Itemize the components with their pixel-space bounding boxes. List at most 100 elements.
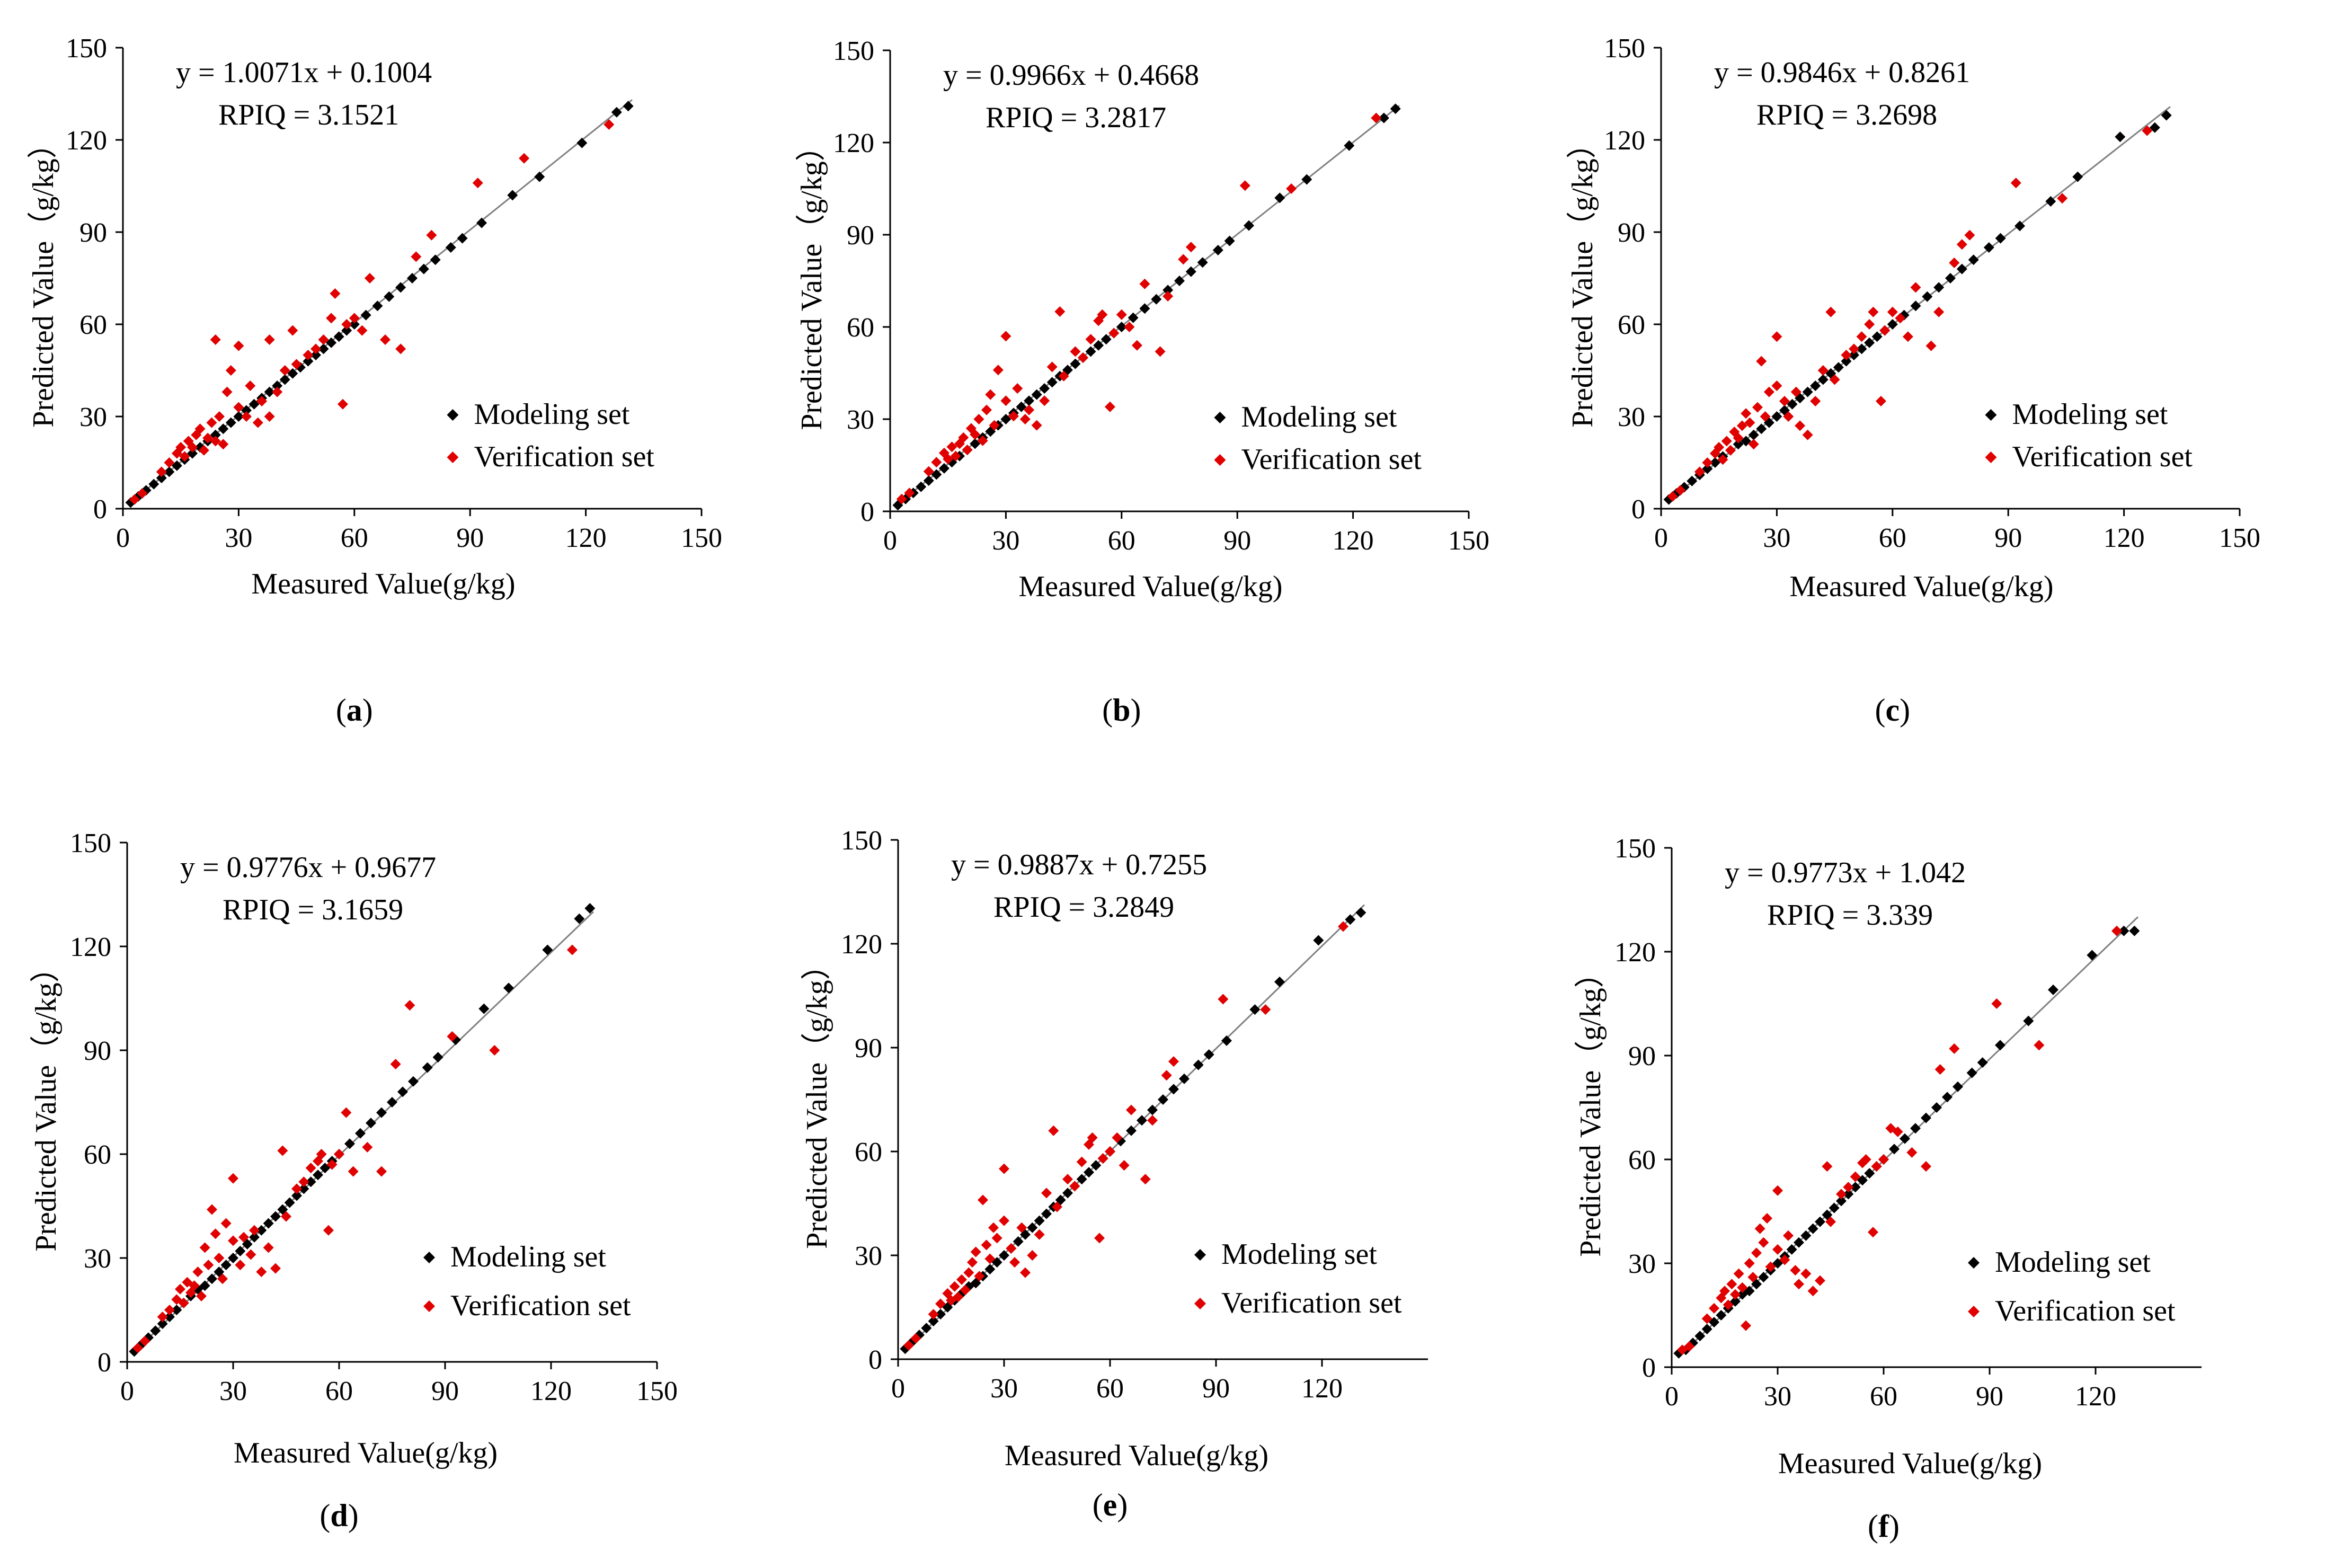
verification-point xyxy=(1794,1279,1804,1290)
modeling-point xyxy=(418,263,429,274)
y-tick-label: 30 xyxy=(84,1244,111,1274)
regression-equation: y = 1.0071x + 0.1004 xyxy=(176,56,432,89)
verification-point xyxy=(1733,432,1744,444)
verification-point xyxy=(989,420,1000,431)
verification-point xyxy=(303,350,314,360)
modeling-point xyxy=(207,1273,217,1284)
modeling-point xyxy=(1151,294,1162,305)
y-tick-label: 90 xyxy=(855,1033,882,1064)
modeling-point xyxy=(2014,220,2026,232)
rpiq-value: RPIQ = 3.2849 xyxy=(993,891,1174,924)
verification-point xyxy=(1878,1154,1889,1165)
modeling-point xyxy=(1733,439,1744,450)
x-tick-label: 0 xyxy=(891,1374,905,1404)
verification-point xyxy=(189,1280,200,1291)
modeling-point xyxy=(1815,1216,1825,1227)
modeling-point xyxy=(1345,914,1356,925)
modeling-point xyxy=(1856,343,1867,355)
verification-point xyxy=(1779,1254,1790,1265)
modeling-point xyxy=(1039,383,1050,394)
verification-point xyxy=(1747,1272,1759,1283)
legend-modeling-marker xyxy=(1968,1257,1980,1269)
verification-point xyxy=(316,1149,327,1159)
verification-point xyxy=(1062,1174,1073,1185)
modeling-point xyxy=(397,1086,408,1097)
modeling-point xyxy=(407,273,418,284)
x-tick-label: 120 xyxy=(2104,523,2145,553)
modeling-point xyxy=(1139,303,1150,314)
verification-point xyxy=(1756,356,1767,367)
verification-point xyxy=(1069,1181,1080,1192)
verification-point xyxy=(218,439,229,450)
verification-point xyxy=(1850,1171,1861,1182)
verification-point xyxy=(992,365,1004,376)
verification-point xyxy=(1019,414,1031,424)
modeling-point xyxy=(2048,984,2058,995)
verification-point xyxy=(1161,1070,1172,1081)
verification-point xyxy=(206,417,217,428)
modeling-point xyxy=(1024,395,1035,406)
verification-point xyxy=(1078,352,1088,363)
verification-point xyxy=(287,325,298,336)
legend-modeling-marker xyxy=(1214,412,1226,423)
panel-caption: (e) xyxy=(1093,1487,1128,1522)
modeling-point xyxy=(298,1183,309,1194)
x-tick-label: 90 xyxy=(1223,526,1251,556)
verification-point xyxy=(264,334,275,345)
verification-point xyxy=(1726,1279,1737,1290)
verification-point xyxy=(203,1260,214,1271)
verification-point xyxy=(1719,1286,1730,1297)
modeling-point xyxy=(1864,1168,1875,1179)
modeling-point xyxy=(387,1097,397,1108)
y-tick-label: 150 xyxy=(70,828,111,858)
panel-letter: c xyxy=(1885,693,1900,728)
verification-point xyxy=(298,1176,309,1188)
verification-point xyxy=(156,466,167,477)
modeling-point xyxy=(1203,1049,1214,1060)
modeling-point xyxy=(1013,1236,1024,1247)
verification-point xyxy=(1012,383,1023,394)
verification-point xyxy=(1815,1275,1825,1286)
modeling-point xyxy=(1090,1160,1102,1171)
modeling-point xyxy=(1147,1104,1158,1115)
verification-point xyxy=(1795,420,1806,431)
legend: Modeling set Verification set xyxy=(1968,1246,2176,1327)
verification-point xyxy=(318,334,329,345)
verification-point xyxy=(245,1249,256,1260)
modeling-point xyxy=(156,473,167,483)
x-tick-label: 90 xyxy=(456,523,484,553)
modeling-point xyxy=(1983,242,1994,253)
modeling-point xyxy=(284,1197,295,1208)
legend-modeling-marker xyxy=(447,409,459,421)
x-axis-title: Measured Value(g/kg) xyxy=(234,1437,498,1469)
verification-point xyxy=(245,380,256,391)
verification-point xyxy=(1024,404,1035,415)
modeling-series xyxy=(1673,925,2140,1359)
verification-point xyxy=(928,1309,939,1320)
x-tick-label: 150 xyxy=(681,523,722,553)
verification-point xyxy=(973,414,984,424)
verification-point xyxy=(380,334,391,345)
y-tick-label: 0 xyxy=(97,1348,111,1378)
y-tick-label: 60 xyxy=(1618,310,1645,340)
modeling-series xyxy=(129,903,596,1357)
modeling-point xyxy=(2087,950,2098,961)
modeling-point xyxy=(303,356,314,367)
verification-series xyxy=(129,119,615,505)
modeling-point xyxy=(478,1003,490,1014)
y-tick-label: 0 xyxy=(868,1345,882,1375)
scatter-panel-c: 0 30 60 90 120 150 0 30 60 90 120 150 y = 0.9846x + … xyxy=(1566,33,2260,728)
modeling-point xyxy=(310,350,321,360)
verification-point xyxy=(953,1291,964,1303)
verification-point xyxy=(1864,319,1875,330)
modeling-point xyxy=(574,913,585,924)
legend-modeling-marker xyxy=(1985,409,1997,421)
y-tick-label: 120 xyxy=(70,932,111,962)
modeling-point xyxy=(1093,340,1104,351)
verification-point xyxy=(1371,112,1382,123)
modeling-point xyxy=(1741,436,1752,447)
modeling-point xyxy=(218,423,229,435)
modeling-point xyxy=(611,107,622,118)
verification-point xyxy=(1020,1267,1031,1278)
